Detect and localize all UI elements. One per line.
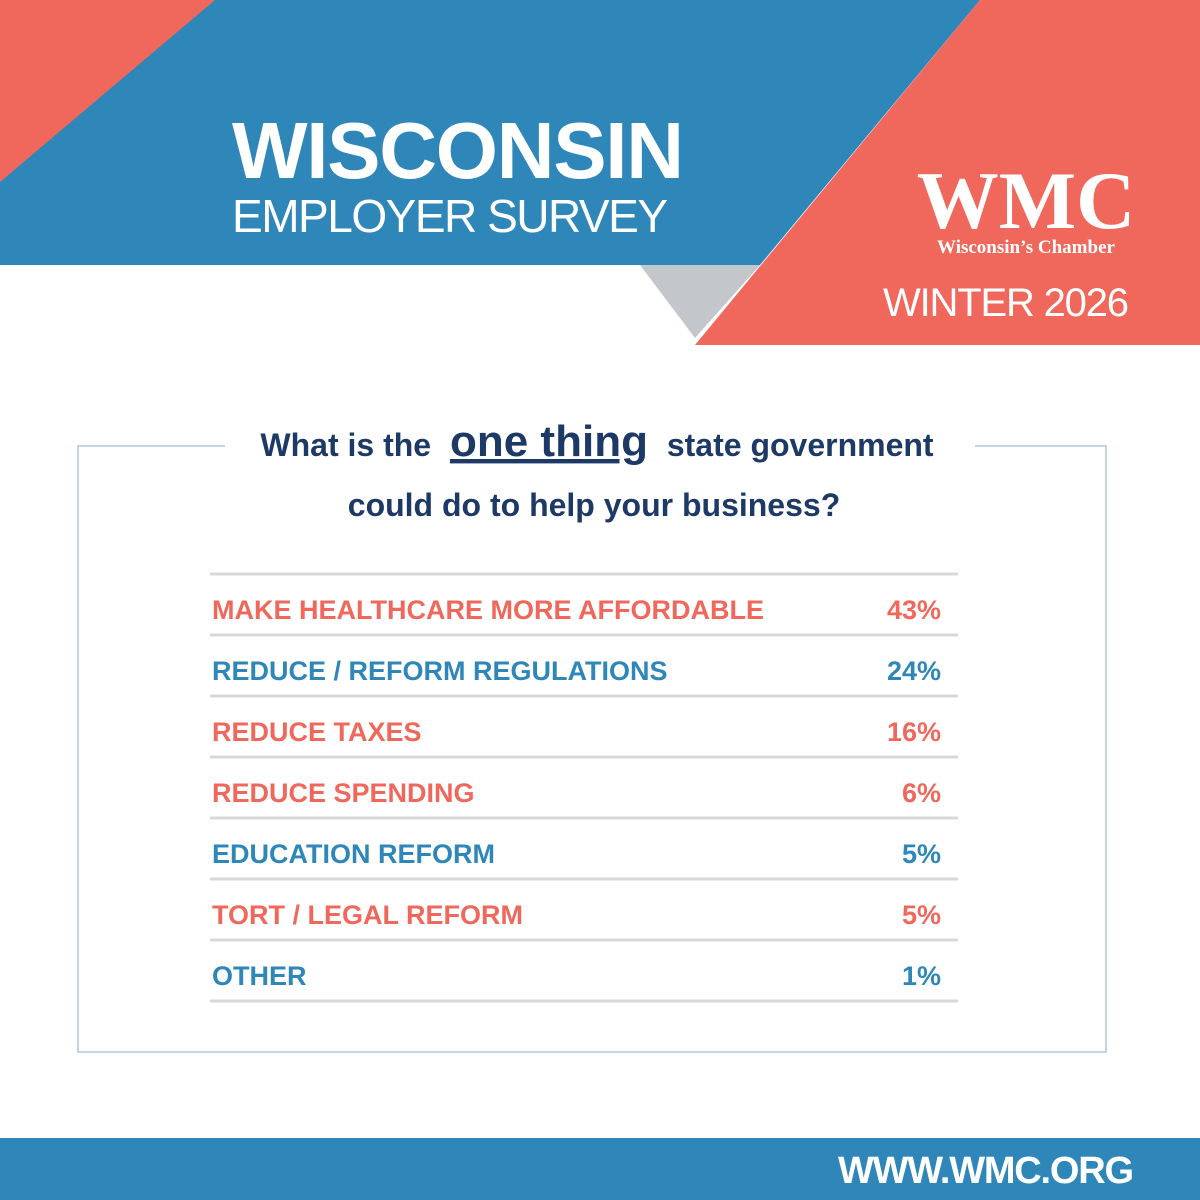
row-label: MAKE HEALTHCARE MORE AFFORDABLE: [212, 595, 764, 625]
row-value: 5%: [902, 839, 941, 869]
gray-triangle: [640, 265, 760, 338]
row-value: 1%: [902, 961, 941, 991]
row-label: EDUCATION REFORM: [212, 839, 495, 869]
row-value: 24%: [887, 656, 941, 686]
row-value: 5%: [902, 900, 941, 930]
row-label: REDUCE / REFORM REGULATIONS: [212, 656, 668, 686]
row-label: REDUCE TAXES: [212, 717, 422, 747]
question-text: state government: [667, 427, 934, 463]
row-label: OTHER: [212, 961, 307, 991]
results-table: MAKE HEALTHCARE MORE AFFORDABLE 43% REDUCE…: [210, 572, 958, 1003]
footer-url: WWW.WMC.ORG: [838, 1150, 1134, 1192]
brand-logo: WMC: [917, 155, 1136, 246]
question-emphasis: one thing: [450, 417, 648, 466]
brand-tagline: Wisconsin’s Chamber: [937, 237, 1115, 258]
season: WINTER 2026: [883, 281, 1129, 325]
brand-panel: [695, 0, 1200, 345]
title: WISCONSIN: [232, 106, 684, 195]
corner-triangle: [0, 0, 215, 182]
question-line2: could do to help your business?: [348, 487, 840, 523]
row-label: TORT / LEGAL REFORM: [212, 900, 523, 930]
subtitle: EMPLOYER SURVEY: [232, 190, 668, 242]
frame-gap: [225, 420, 975, 470]
header-band: [0, 0, 980, 265]
question-line1: What is the one thing state government: [260, 417, 934, 466]
footer-band: [0, 1138, 1200, 1200]
row-value: 43%: [887, 595, 941, 625]
row-value: 6%: [902, 778, 941, 808]
question-text: What is the: [260, 427, 431, 463]
row-label: REDUCE SPENDING: [212, 778, 475, 808]
row-value: 16%: [887, 717, 941, 747]
